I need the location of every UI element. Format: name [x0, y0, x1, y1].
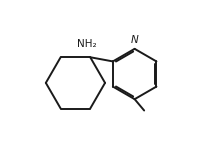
Text: N: N — [131, 35, 138, 45]
Text: NH₂: NH₂ — [78, 39, 97, 49]
